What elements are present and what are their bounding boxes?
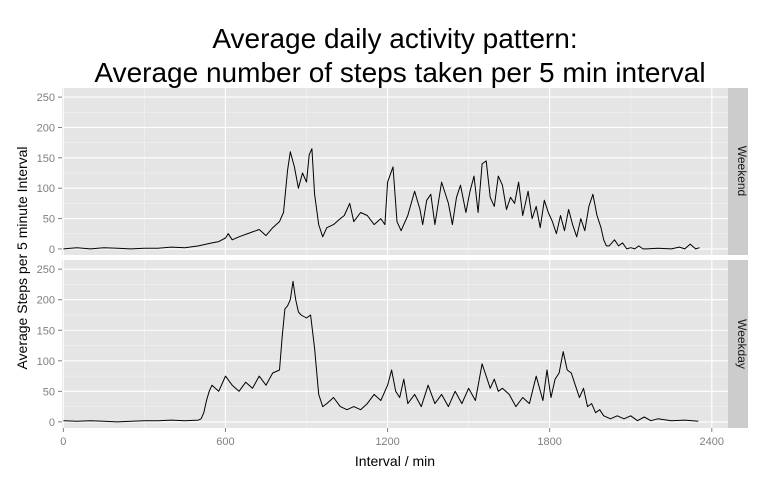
- y-tick-label: 50: [43, 386, 55, 398]
- y-tick-label: 0: [49, 244, 55, 256]
- y-tick-label: 100: [37, 183, 55, 195]
- grid-layer: [62, 88, 728, 428]
- x-tick-label: 2400: [700, 436, 724, 448]
- x-tick-label: 600: [216, 436, 234, 448]
- series-line-weekend: [63, 148, 700, 250]
- y-tick-label: 200: [37, 122, 55, 134]
- y-tick-label: 150: [37, 153, 55, 165]
- chart-title-line-1: Average daily activity pattern:: [212, 23, 577, 54]
- panel-weekend: [62, 88, 728, 255]
- x-tick-label: 1800: [537, 436, 561, 448]
- x-axis-title: Interval / min: [355, 453, 435, 469]
- strip-weekend: [728, 88, 748, 255]
- y-tick-label: 150: [37, 325, 55, 337]
- series-layer: [63, 148, 700, 423]
- strip-label-weekday: Weekday: [735, 319, 749, 369]
- y-tick-label: 200: [37, 295, 55, 307]
- strip-weekday: [728, 260, 748, 428]
- y-tick-label: 250: [37, 264, 55, 276]
- y-tick-label: 100: [37, 356, 55, 368]
- x-tick-label: 1200: [375, 436, 399, 448]
- chart-title-line-2: Average number of steps taken per 5 min …: [94, 57, 705, 88]
- y-axis-title: Average Steps per 5 minute Interval: [14, 146, 30, 369]
- strip-label-weekend: Weekend: [735, 146, 749, 196]
- series-line-weekday: [63, 280, 699, 423]
- panel-weekday: [62, 260, 728, 428]
- tick-layer: 0 50 100 150 200 250 0 50 100 150 200 250 0 600 1200 18…: [37, 92, 724, 448]
- y-tick-label: 0: [49, 417, 55, 429]
- x-tick-label: 0: [60, 436, 66, 448]
- y-tick-label: 250: [37, 92, 55, 104]
- y-tick-label: 50: [43, 214, 55, 226]
